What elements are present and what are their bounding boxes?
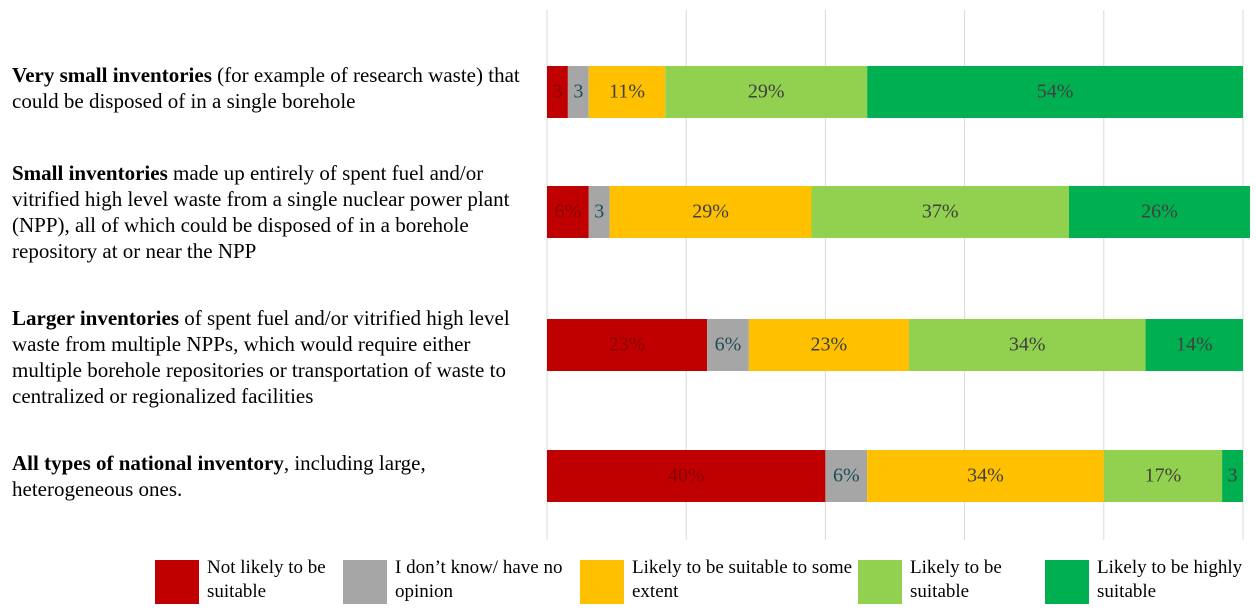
legend-label: I don’t know/ have no opinion — [395, 557, 563, 602]
value-label: 23% — [609, 334, 646, 356]
legend-swatch — [858, 560, 902, 604]
legend-swatch — [1045, 560, 1089, 604]
category-label: Very small inventories (for example of r… — [12, 62, 542, 114]
value-label: 34% — [1009, 334, 1046, 356]
value-label: 3 — [552, 81, 562, 103]
bar-segment — [1145, 319, 1243, 371]
category-label: Larger inventories of spent fuel and/or … — [12, 305, 542, 409]
value-label: 11% — [609, 81, 645, 103]
bar-segment — [748, 319, 909, 371]
value-label: 37% — [922, 201, 959, 223]
bar-segment — [567, 66, 589, 118]
bar-segment — [811, 186, 1069, 238]
bar-segment — [825, 450, 868, 502]
bar-segment — [547, 186, 589, 238]
bar-segment — [665, 66, 868, 118]
value-label: 29% — [748, 81, 785, 103]
value-label: 3 — [594, 201, 604, 223]
value-label: 6% — [555, 201, 582, 223]
legend-label: Not likely to be suitable — [207, 557, 326, 602]
value-label: 23% — [811, 334, 848, 356]
legend-label: Likely to be suitable to some extent — [632, 557, 853, 602]
bar-segment — [1069, 186, 1250, 238]
category-label-text: of spent fuel and/or vitrified high leve… — [12, 306, 510, 408]
legend-label: Likely to be suitable — [910, 557, 1002, 602]
bar-segment — [588, 186, 610, 238]
bar-segment — [1222, 450, 1243, 502]
bar-segment — [609, 186, 812, 238]
value-label: 54% — [1037, 81, 1074, 103]
value-label: 34% — [967, 465, 1004, 487]
bar-segment — [867, 66, 1243, 118]
value-label: 3 — [1228, 465, 1238, 487]
category-label-bold: All types of national inventory — [12, 451, 284, 475]
value-label: 29% — [692, 201, 729, 223]
category-label: All types of national inventory, includi… — [12, 450, 542, 502]
bar-segment — [908, 319, 1146, 371]
bar-segment — [547, 319, 708, 371]
bar-segment — [707, 319, 749, 371]
value-label: 17% — [1145, 465, 1182, 487]
category-label: Small inventories made up entirely of sp… — [12, 160, 542, 264]
value-label: 14% — [1176, 334, 1213, 356]
category-label-bold: Very small inventories — [12, 63, 212, 87]
legend-swatch — [580, 560, 624, 604]
category-label-bold: Small inventories — [12, 161, 168, 185]
value-label: 6% — [833, 465, 860, 487]
bar-segment — [588, 66, 666, 118]
value-label: 3 — [573, 81, 583, 103]
legend-swatch — [343, 560, 387, 604]
value-label: 6% — [715, 334, 742, 356]
category-label-bold: Larger inventories — [12, 306, 179, 330]
bar-segment — [867, 450, 1104, 502]
value-label: 40% — [668, 465, 705, 487]
legend-swatch — [155, 560, 199, 604]
value-label: 26% — [1141, 201, 1178, 223]
bar-segment — [1103, 450, 1223, 502]
category-label-text: , including large, heterogeneous ones. — [12, 451, 426, 501]
legend-label: Likely to be highly suitable — [1097, 557, 1243, 602]
category-label-text: made up entirely of spent fuel and/or vi… — [12, 161, 510, 263]
category-label-text: (for example of research waste) that cou… — [12, 63, 520, 113]
bar-segment — [547, 66, 568, 118]
bar-segment — [547, 450, 826, 502]
